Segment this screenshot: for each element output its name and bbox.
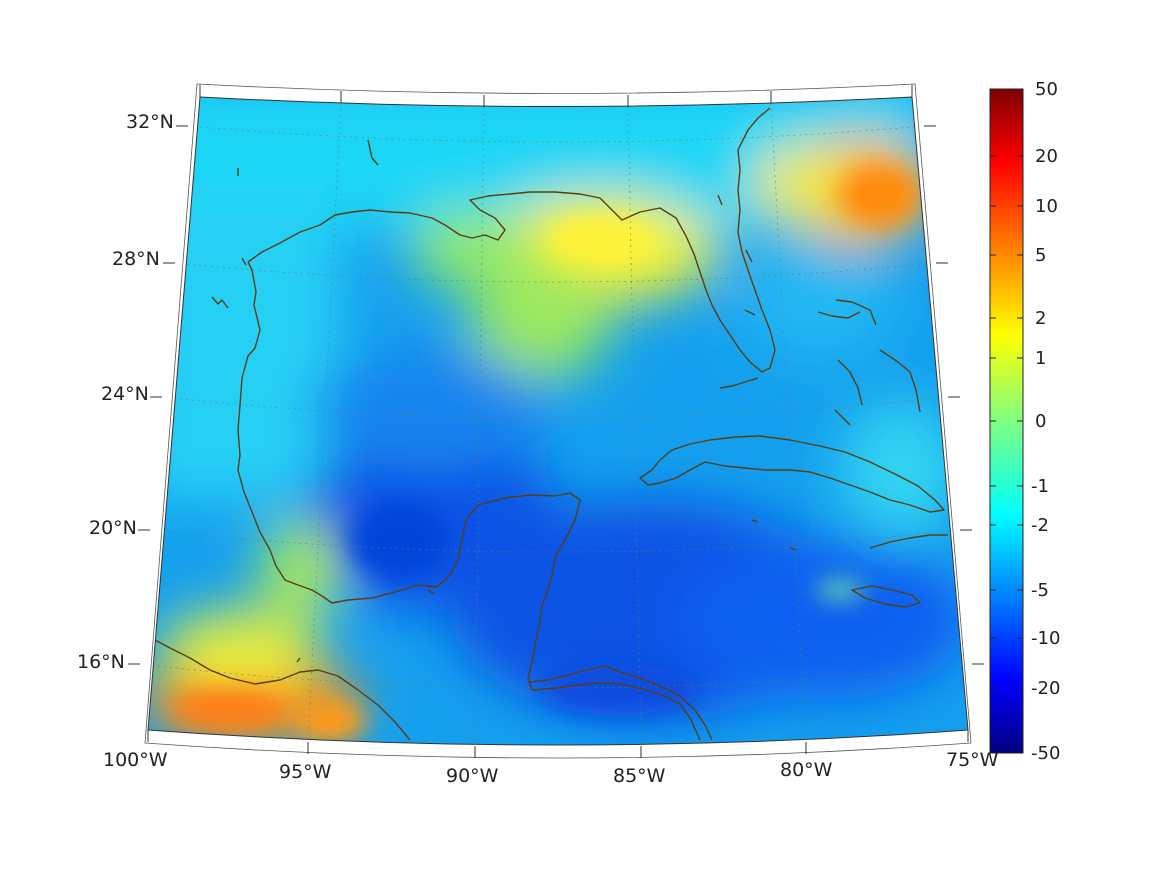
colorbar-tick-label: 2	[1035, 308, 1046, 329]
gulf-coast-usa-mexico	[211, 261, 701, 741]
data-field	[148, 97, 968, 745]
lon-label-100: 100°W	[103, 749, 168, 771]
lon-label-95: 95°W	[279, 761, 332, 783]
honduras-coast	[529, 665, 713, 741]
longitude-labels: 100°W 95°W 90°W 85°W 80°W 75°W	[103, 749, 999, 787]
longitude-gridline	[307, 102, 342, 743]
map-frame	[147, 96, 969, 746]
colorbar-ticks	[990, 88, 1023, 754]
lat-label-24: 24°N	[101, 383, 149, 405]
hispaniola-edge	[869, 534, 948, 549]
field-detail-layer	[170, 165, 920, 742]
latitude-gridline	[148, 663, 968, 689]
colorbar-tick-label: -10	[1031, 628, 1060, 649]
lat-label-28: 28°N	[112, 248, 160, 270]
lon-label-90: 90°W	[446, 765, 499, 787]
longitude-gridline	[627, 106, 642, 745]
latitude-gridline	[174, 262, 937, 283]
lon-label-80: 80°W	[780, 759, 833, 781]
colorbar-tick-label: 5	[1035, 245, 1046, 266]
colorbar-tick-label: 10	[1035, 196, 1058, 217]
frame-ticks	[128, 85, 984, 758]
cuba	[639, 435, 945, 513]
colorbar-tick-label: -20	[1031, 678, 1060, 699]
longitude-gridline	[474, 106, 485, 745]
colorbar-tick-label: 0	[1035, 411, 1046, 432]
lon-label-85: 85°W	[613, 765, 666, 787]
lat-label-32: 32°N	[126, 111, 174, 133]
colorbar-tick-label: -2	[1031, 515, 1049, 536]
map-outer-frame	[144, 83, 972, 759]
lat-label-16: 16°N	[77, 651, 125, 673]
small-islands	[237, 139, 797, 663]
latitude-gridline	[187, 125, 925, 143]
colorbar-tick-label: -1	[1031, 476, 1049, 497]
lat-label-20: 20°N	[89, 517, 137, 539]
bahamas	[817, 299, 921, 426]
latitude-labels: 32°N 28°N 24°N 20°N 16°N	[77, 111, 174, 673]
longitude-gridline	[770, 102, 807, 743]
florida-keys	[719, 377, 759, 389]
coastlines	[154, 107, 948, 741]
colorbar-tick-label: 50	[1035, 79, 1058, 100]
jamaica	[851, 585, 921, 608]
colorbar-tick-label: 20	[1035, 146, 1058, 167]
colorbar-tick-label: -5	[1031, 580, 1049, 601]
colorbar-tick-label: -50	[1031, 743, 1060, 764]
central-america	[154, 639, 411, 741]
colorbar-tick-label: 1	[1035, 348, 1046, 369]
northern-gulf-coast	[247, 107, 776, 373]
lon-label-75: 75°W	[946, 749, 999, 771]
